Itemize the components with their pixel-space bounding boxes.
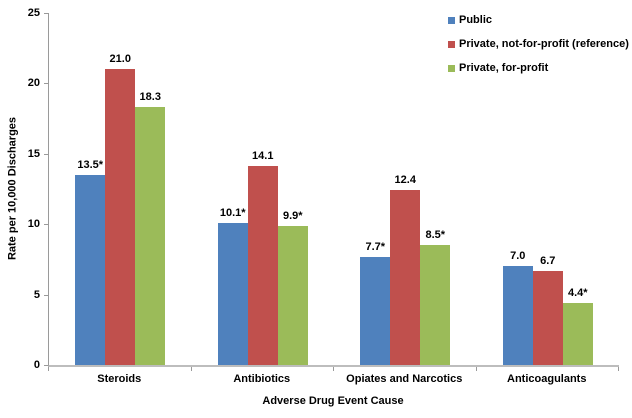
bar-value-label: 4.4* [567, 287, 588, 300]
bar-value-label: 7.7* [365, 240, 386, 253]
legend-swatch-icon [448, 41, 455, 48]
legend: Public Private, not-for-profit (reference… [448, 15, 629, 74]
bar [105, 69, 136, 365]
bar-value-label: 13.5* [77, 158, 104, 171]
legend-swatch-icon [448, 65, 455, 72]
x-tick-mark [190, 367, 192, 371]
bar [532, 270, 563, 365]
y-axis-title: Rate per 10,000 Discharges [6, 116, 19, 261]
y-tick-label: 20 [27, 77, 40, 90]
category-label: Anticoagulants [507, 373, 587, 385]
bar [217, 222, 248, 365]
legend-label: Private, for-profit [459, 62, 549, 74]
x-tick-mark [48, 367, 49, 371]
x-tick-mark [618, 367, 619, 371]
plot-area: 13.5* 21.0 18.3 10.1* 14.1 9.9* 7.7* 12.4 8.5* 7.… [48, 13, 619, 367]
y-tick-mark [44, 294, 48, 296]
legend-item: Public [448, 15, 629, 26]
category-label: Opiates and Narcotics [346, 373, 463, 385]
bar [390, 190, 421, 365]
legend-item: Private, not-for-profit (reference) [448, 39, 629, 50]
legend-label: Public [459, 14, 493, 26]
y-tick-label: 0 [33, 359, 40, 371]
x-tick-mark [475, 367, 477, 371]
y-tick-label: 5 [33, 288, 40, 301]
bar-value-label: 6.7 [540, 254, 556, 267]
bar [562, 303, 593, 365]
category-label: Steroids [97, 373, 142, 385]
y-tick-mark [44, 365, 48, 366]
bar [247, 166, 278, 365]
bar [420, 245, 451, 365]
category-label: Antibiotics [233, 373, 291, 385]
bar-value-label: 9.9* [282, 209, 303, 222]
bar-value-label: 7.0 [510, 250, 526, 263]
x-tick-mark [333, 367, 334, 371]
y-tick-mark [44, 153, 48, 155]
y-tick-label: 25 [27, 7, 40, 19]
bar [75, 174, 106, 365]
bar [277, 225, 308, 365]
bar-value-label: 12.4 [394, 174, 416, 187]
legend-item: Private, for-profit [448, 63, 629, 74]
bar [135, 107, 166, 365]
bar-value-label: 21.0 [109, 53, 131, 66]
y-tick-label: 15 [27, 147, 40, 160]
y-tick-mark [44, 83, 48, 85]
bar-value-label: 10.1* [219, 206, 246, 219]
y-tick-label: 10 [27, 218, 40, 231]
y-tick-mark [44, 224, 48, 226]
y-tick-mark [44, 13, 48, 14]
bar-value-label: 8.5* [425, 229, 446, 242]
legend-label: Private, not-for-profit (reference) [459, 38, 629, 50]
x-axis-title: Adverse Drug Event Cause [262, 395, 404, 407]
bar [360, 256, 391, 365]
bar-value-label: 14.1 [252, 150, 274, 163]
bar [502, 266, 533, 365]
legend-swatch-icon [448, 17, 455, 24]
bar-value-label: 18.3 [139, 91, 161, 104]
